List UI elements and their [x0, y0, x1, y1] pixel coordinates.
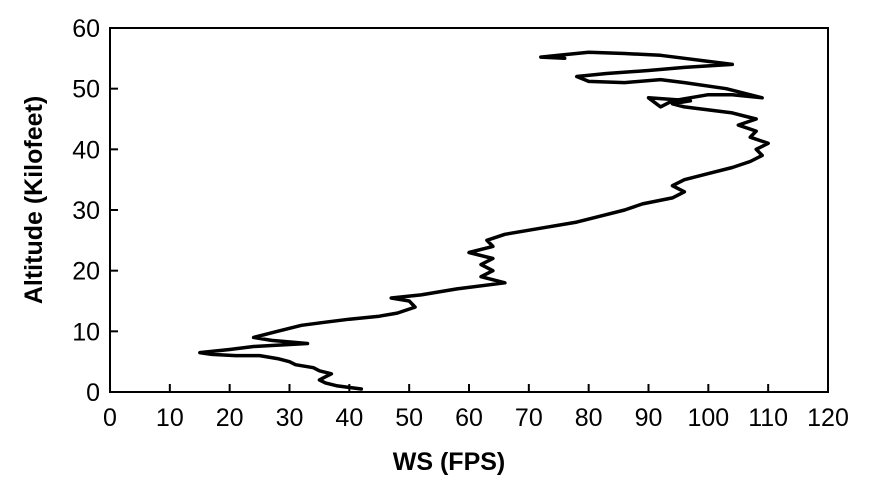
y-tick-label: 20 [72, 258, 100, 286]
x-tick-label: 80 [575, 404, 603, 432]
x-tick-label: 90 [635, 404, 663, 432]
x-tick-label: 60 [455, 404, 483, 432]
y-axis: 0 10 20 30 40 50 60 [72, 15, 118, 407]
x-tick-label: 30 [276, 404, 304, 432]
y-tick-label: 10 [72, 318, 100, 346]
x-tick-label: 110 [748, 404, 788, 432]
wind-speed-profile-line [198, 50, 770, 391]
x-tick-label: 20 [216, 404, 244, 432]
x-tick-label: 10 [156, 404, 184, 432]
x-tick-label: 120 [807, 404, 849, 432]
series-layer [198, 50, 770, 391]
x-axis: 0 10 20 30 40 50 60 70 80 90 100 110 120 [103, 384, 849, 432]
x-tick-label: 40 [335, 404, 363, 432]
y-tick-label: 60 [72, 15, 100, 43]
x-tick-label: 100 [687, 404, 729, 432]
x-tick-label: 70 [515, 404, 543, 432]
x-tick-label: 0 [103, 404, 117, 432]
y-tick-label: 40 [72, 136, 100, 164]
x-tick-label: 50 [395, 404, 423, 432]
y-axis-title: Altitude (Kilofeet) [20, 96, 48, 304]
y-tick-label: 0 [86, 379, 100, 407]
plot-area [109, 27, 829, 393]
plot-frame [109, 27, 829, 393]
y-tick-label: 50 [72, 76, 100, 104]
y-tick-label: 30 [72, 197, 100, 225]
x-axis-title: WS (FPS) [393, 448, 506, 476]
